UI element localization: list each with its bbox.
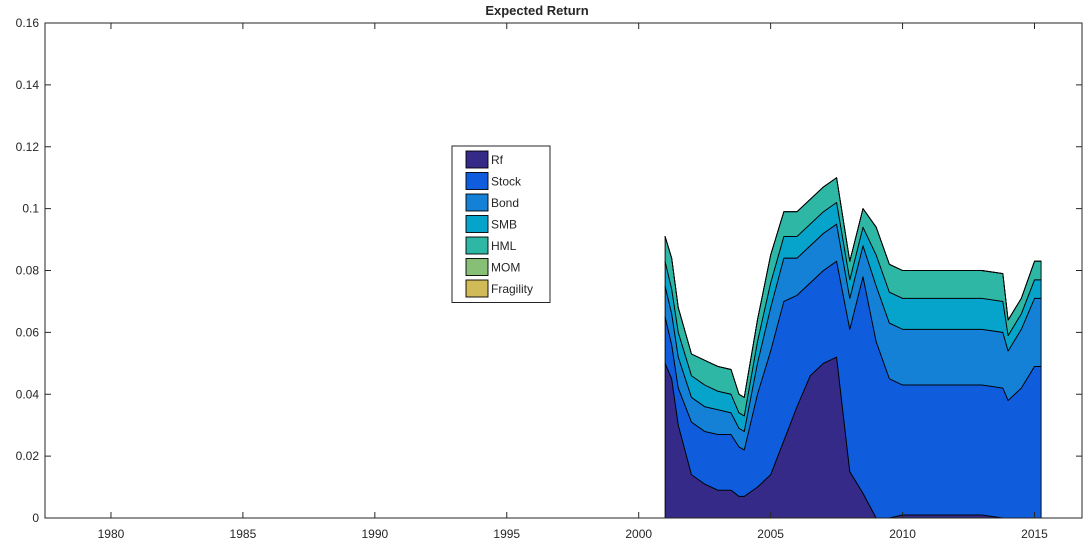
- y-tick-label: 0.02: [16, 449, 40, 463]
- series-areas: [664, 177, 1042, 519]
- legend-swatch-bond: [465, 193, 489, 212]
- axes: 1980 1985 1990 1995 2000 2005 2010 2015 0 0.02 0.0…: [16, 16, 1083, 541]
- x-tick-label: 1980: [98, 527, 125, 541]
- x-tick-label: 1990: [361, 527, 388, 541]
- legend-label-mom: MOM: [491, 261, 520, 275]
- legend-swatch-stock: [465, 172, 489, 190]
- chart-title: Expected Return: [485, 3, 588, 18]
- legend-label-smb: SMB: [491, 218, 517, 232]
- legend-label-fragility: Fragility: [491, 282, 533, 296]
- y-tick-label: 0.04: [16, 387, 40, 401]
- legend-label-stock: Stock: [491, 175, 522, 189]
- legend-label-bond: Bond: [491, 196, 519, 210]
- y-tick-label: 0.14: [16, 78, 40, 92]
- y-tick-label: 0.08: [16, 264, 40, 278]
- legend-swatch-rf: [465, 150, 489, 169]
- x-tick-label: 2000: [625, 527, 652, 541]
- x-tick-label: 1995: [493, 527, 520, 541]
- legend-label-rf: Rf: [491, 153, 504, 167]
- x-tick-label: 2015: [1021, 527, 1048, 541]
- legend-label-hml: HML: [491, 239, 517, 253]
- legend-swatch-smb: [465, 215, 489, 233]
- legend-swatch-mom: [465, 258, 489, 276]
- y-tick-label: 0.1: [22, 202, 39, 216]
- legend-swatch-fragility: [465, 279, 489, 298]
- x-tick-label: 2010: [889, 527, 916, 541]
- legend-swatch-hml: [465, 236, 489, 255]
- y-tick-label: 0.16: [16, 16, 40, 30]
- series-area-fragility: [664, 177, 1042, 398]
- y-tick-label: 0: [32, 511, 39, 525]
- x-tick-label: 2005: [757, 527, 784, 541]
- y-tick-label: 0.12: [16, 140, 40, 154]
- x-tick-label: 1985: [230, 527, 257, 541]
- y-tick-label: 0.06: [16, 325, 40, 339]
- legend: Rf Stock Bond SMB HML MOM Fragility: [451, 145, 551, 303]
